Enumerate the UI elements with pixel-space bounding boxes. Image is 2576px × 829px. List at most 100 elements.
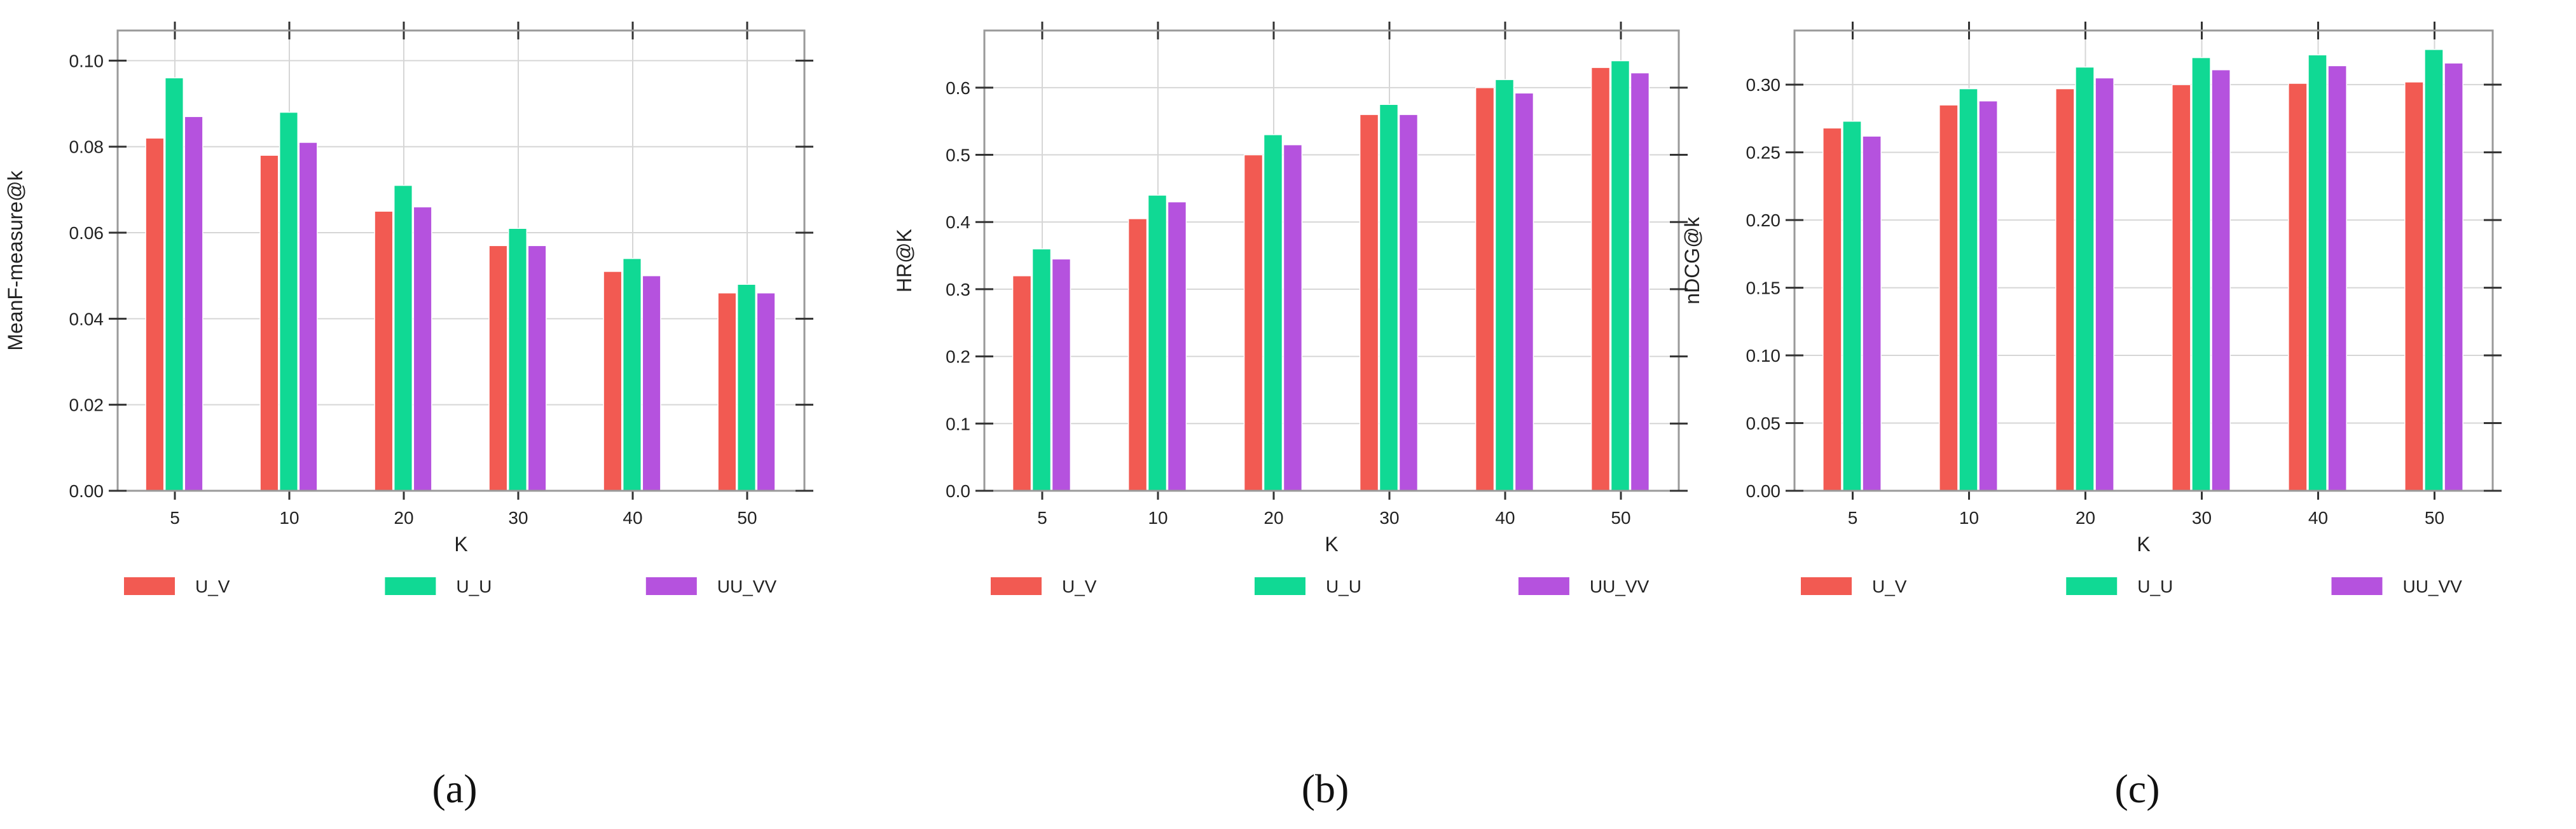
y-tick-label: 0.10	[69, 51, 104, 71]
chart-panel-3: 0.00 0.05 0.10 0.15 0.20 0.25 0.30 5 10 20 30 40 50 K…	[1681, 22, 2502, 811]
bar-uu-vv	[2211, 69, 2231, 491]
bar-u-u	[1959, 88, 1978, 491]
legend-swatch	[1518, 577, 1569, 595]
bar-uu-vv	[184, 116, 203, 491]
y-tick-label: 0.4	[946, 212, 970, 232]
bar-uu-vv	[2444, 62, 2463, 491]
legend-label: U_U	[1326, 577, 1361, 596]
bar-uu-vv	[298, 142, 318, 491]
legend-swatch	[385, 577, 436, 595]
y-tick-label: 0.3	[946, 280, 970, 299]
bar-uu-vv	[2095, 77, 2114, 491]
bar-uu-vv	[1283, 144, 1303, 491]
x-tick-label: 50	[1611, 508, 1630, 528]
y-tick-label: 0.25	[1746, 143, 1781, 163]
panel-caption: (b)	[1302, 766, 1349, 811]
x-tick-label: 5	[1848, 508, 1858, 528]
y-tick-label: 0.30	[1746, 75, 1781, 95]
plot-frame	[1793, 29, 2494, 492]
bar-uu-vv	[1167, 201, 1187, 491]
bar-u-u	[2424, 49, 2444, 491]
legend-swatch	[2331, 577, 2383, 595]
bar-u-v	[488, 245, 508, 491]
bar-u-v	[603, 271, 623, 491]
bar-u-v	[2172, 84, 2191, 491]
legend-label: U_V	[1062, 577, 1097, 596]
legend-swatch	[1254, 577, 1305, 595]
bar-u-v	[374, 210, 394, 491]
bar-uu-vv	[1630, 72, 1650, 491]
bar-uu-vv	[1978, 100, 1998, 491]
bar-u-v	[1012, 275, 1032, 491]
x-axis-label: K	[1325, 533, 1338, 556]
x-tick-label: 20	[1264, 508, 1283, 528]
x-axis-label: K	[454, 533, 467, 556]
bar-u-v	[1590, 67, 1611, 491]
bar-uu-vv	[756, 292, 776, 491]
chart-panel-1: 0.00 0.02 0.04 0.06 0.08 0.10 5 10 20 30 40 50 K Mean…	[4, 22, 813, 811]
x-tick-label: 10	[1148, 508, 1167, 528]
legend-swatch	[2066, 577, 2118, 595]
plot-frame	[116, 29, 806, 492]
bar-u-u	[1147, 195, 1167, 491]
bar-u-v	[2404, 81, 2424, 491]
bar-u-u	[164, 77, 184, 491]
legend-label: UU_VV	[2402, 577, 2462, 596]
bar-u-v	[1127, 218, 1148, 491]
bar-u-v	[1359, 114, 1379, 491]
bar-u-v	[1243, 154, 1264, 491]
x-tick-label: 20	[394, 508, 413, 528]
bar-u-v	[1822, 127, 1842, 491]
bar-u-u	[1031, 248, 1052, 491]
x-tick-label: 10	[1959, 508, 1979, 528]
bar-u-u	[2191, 57, 2211, 491]
bar-uu-vv	[413, 206, 432, 491]
y-tick-label: 0.02	[69, 395, 104, 415]
bar-u-u	[279, 111, 299, 491]
chart-panel-2: 0.0 0.1 0.2 0.3 0.4 0.5 0.6 5 10 20 30 40 50 K HR@K U_V…	[893, 22, 1688, 811]
panel-caption: (c)	[2114, 766, 2159, 811]
y-tick-label: 0.05	[1746, 414, 1781, 434]
bar-u-u	[1842, 120, 1862, 491]
y-tick-label: 0.5	[946, 146, 970, 165]
legend-label: U_V	[195, 577, 230, 596]
bar-u-u	[2075, 66, 2095, 491]
bar-uu-vv	[1051, 258, 1071, 491]
bar-u-v	[259, 154, 279, 491]
legend-swatch	[124, 577, 175, 595]
x-tick-label: 50	[737, 508, 757, 528]
bar-u-u	[507, 228, 528, 491]
y-tick-label: 0.04	[69, 309, 104, 329]
bar-u-v	[2288, 83, 2308, 491]
x-tick-label: 50	[2425, 508, 2444, 528]
y-tick-label: 0.00	[69, 481, 104, 501]
bar-uu-vv	[1862, 135, 1882, 491]
bar-uu-vv	[2327, 65, 2347, 491]
legend-label: U_U	[2137, 577, 2173, 596]
y-tick-label: 0.08	[69, 137, 104, 157]
x-axis-label: K	[2137, 533, 2150, 556]
bar-uu-vv	[1398, 114, 1419, 491]
x-tick-label: 40	[623, 508, 642, 528]
bar-u-u	[1610, 60, 1630, 491]
bar-u-u	[2308, 54, 2327, 491]
y-tick-label: 0.20	[1746, 210, 1781, 230]
y-tick-label: 0.00	[1746, 481, 1781, 501]
x-tick-label: 30	[2192, 508, 2212, 528]
plot-frame	[983, 29, 1680, 492]
x-tick-label: 40	[2308, 508, 2328, 528]
legend-label: U_V	[1872, 577, 1907, 596]
x-tick-label: 20	[2076, 508, 2095, 528]
bar-u-u	[1263, 134, 1283, 491]
bar-u-v	[1939, 104, 1959, 491]
bar-u-u	[622, 257, 642, 491]
y-tick-label: 0.1	[946, 414, 970, 434]
x-tick-label: 30	[508, 508, 528, 528]
y-tick-label: 0.15	[1746, 278, 1781, 298]
legend-label: UU_VV	[1590, 577, 1650, 596]
legend-swatch	[645, 577, 697, 595]
bar-u-v	[2055, 88, 2075, 491]
bar-uu-vv	[642, 275, 661, 491]
y-tick-label: 0.2	[946, 347, 970, 367]
